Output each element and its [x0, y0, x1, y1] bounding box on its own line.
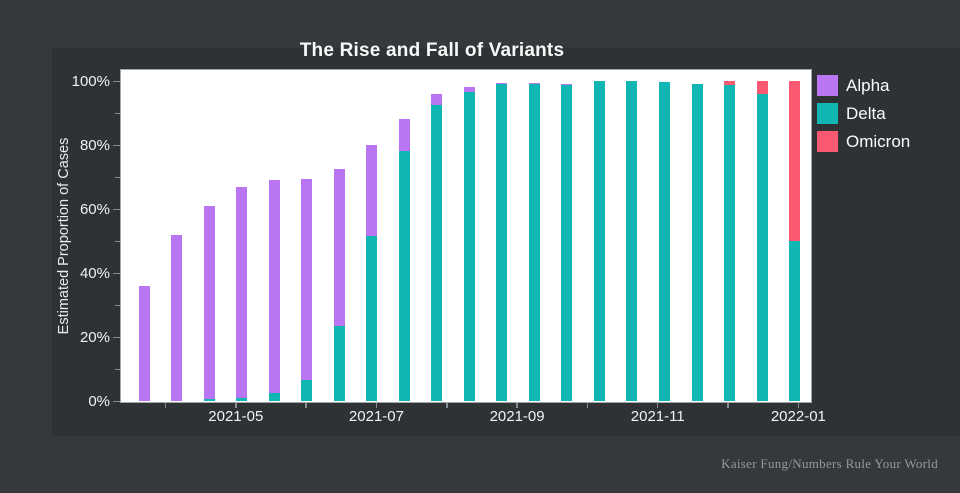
bar-segment-omicron [724, 81, 736, 86]
x-tick-mark [235, 403, 237, 408]
bar-segment-alpha [268, 180, 280, 393]
y-tick-label: 60% [79, 200, 110, 218]
bar-segment-delta [756, 93, 768, 401]
bar-segment-alpha [528, 82, 540, 84]
bar-segment-delta [561, 84, 573, 401]
chart-title: The Rise and Fall of Variants [299, 40, 565, 61]
x-tick-label: 2021-07 [348, 408, 404, 425]
y-tick-mark [115, 368, 120, 371]
x-tick-mark [586, 403, 589, 408]
x-tick-label: 2021-11 [630, 408, 685, 425]
bar-segment-alpha [333, 169, 345, 326]
x-tick-mark [305, 403, 307, 408]
bar-segment-delta [366, 236, 378, 401]
legend-label-alpha: Alpha [846, 76, 890, 95]
legend-swatch-omicron [817, 131, 838, 152]
bar-segment-delta [203, 399, 215, 401]
x-tick-mark [797, 403, 800, 408]
legend-label-omicron: Omicron [846, 132, 911, 151]
y-tick-label: 0% [88, 392, 110, 410]
bar-segment-delta [398, 151, 410, 401]
bar-segment-delta [691, 84, 703, 401]
x-tick-label: 2021-05 [208, 408, 264, 425]
y-tick-mark [113, 400, 120, 403]
y-tick-mark [113, 80, 120, 83]
bar-segment-delta [626, 81, 638, 401]
y-axis-title: Estimated Proportion of Cases [56, 137, 72, 335]
bar-segment-alpha [431, 93, 443, 105]
x-tick-label: 2021-09 [489, 408, 545, 425]
bar-segment-alpha [398, 119, 410, 152]
x-tick-mark [446, 403, 448, 408]
y-tick-mark [113, 336, 120, 339]
bar-segment-delta [658, 81, 670, 401]
bar-segment-delta [268, 393, 280, 401]
x-tick-mark [727, 403, 729, 408]
bar-segment-alpha [463, 87, 475, 92]
y-tick-mark [115, 176, 120, 179]
y-tick-mark [113, 144, 120, 147]
bar-segment-delta [724, 85, 736, 401]
bar-segment-alpha [561, 83, 573, 85]
bar-segment-alpha [366, 145, 378, 237]
bar-segment-delta [431, 105, 443, 401]
y-tick-mark [115, 304, 120, 307]
x-tick-mark [375, 403, 378, 408]
x-tick-label: 2022-01 [770, 408, 826, 425]
legend-label-delta: Delta [846, 104, 886, 123]
bar-segment-omicron [756, 81, 768, 94]
y-tick-mark [113, 272, 120, 275]
bar-segment-delta [593, 81, 605, 401]
bar-segment-omicron [789, 81, 801, 241]
bar-segment-delta [496, 84, 508, 401]
attribution-text: Kaiser Fung/Numbers Rule Your World [721, 456, 938, 471]
plot-area [120, 69, 812, 403]
x-tick-mark [164, 403, 167, 408]
bar-segment-delta [789, 241, 801, 401]
bar-segment-alpha [496, 82, 508, 85]
y-tick-mark [115, 112, 120, 115]
bar-segment-delta [236, 397, 248, 401]
y-tick-label: 100% [71, 72, 110, 90]
x-tick-mark [656, 403, 659, 408]
bar-segment-alpha [203, 205, 215, 400]
bar-segment-alpha [138, 285, 150, 401]
bar-segment-delta [463, 91, 475, 401]
legend-swatch-delta [817, 103, 838, 124]
bar-segment-alpha [171, 234, 183, 401]
y-tick-label: 40% [79, 264, 110, 282]
bar-segment-alpha [236, 186, 248, 398]
y-tick-mark [113, 208, 120, 211]
legend-swatch-alpha [817, 75, 838, 96]
y-tick-mark [115, 240, 120, 243]
bar-segment-delta [528, 83, 540, 401]
bar-segment-delta [301, 380, 313, 401]
bar-segment-alpha [301, 178, 313, 381]
y-tick-label: 20% [79, 328, 110, 346]
bar-segment-delta [333, 325, 345, 401]
x-tick-mark [516, 403, 518, 408]
y-tick-label: 80% [79, 136, 110, 154]
